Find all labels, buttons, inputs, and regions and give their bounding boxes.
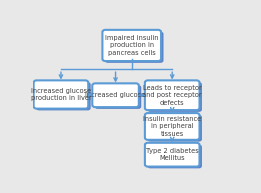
Text: Increased glucose: Increased glucose	[85, 92, 146, 98]
FancyBboxPatch shape	[34, 80, 88, 109]
FancyBboxPatch shape	[145, 143, 199, 167]
Text: Impaired insulin
production in
pancreas cells: Impaired insulin production in pancreas …	[105, 35, 158, 56]
FancyBboxPatch shape	[92, 83, 139, 107]
FancyBboxPatch shape	[36, 82, 91, 110]
Text: Type 2 diabetes
Mellitus: Type 2 diabetes Mellitus	[146, 148, 199, 161]
FancyBboxPatch shape	[147, 145, 202, 168]
FancyBboxPatch shape	[102, 30, 161, 61]
FancyBboxPatch shape	[95, 85, 141, 109]
Text: Insulin resistance
in peripheral
tissues: Insulin resistance in peripheral tissues	[143, 116, 201, 137]
FancyBboxPatch shape	[147, 82, 202, 112]
FancyBboxPatch shape	[145, 80, 199, 110]
FancyBboxPatch shape	[145, 113, 199, 140]
Text: Leads to receptor
and post receptor
defects: Leads to receptor and post receptor defe…	[143, 85, 202, 106]
FancyBboxPatch shape	[105, 32, 163, 63]
Text: Increased glucose
production in liver: Increased glucose production in liver	[31, 88, 91, 101]
FancyBboxPatch shape	[147, 115, 202, 142]
